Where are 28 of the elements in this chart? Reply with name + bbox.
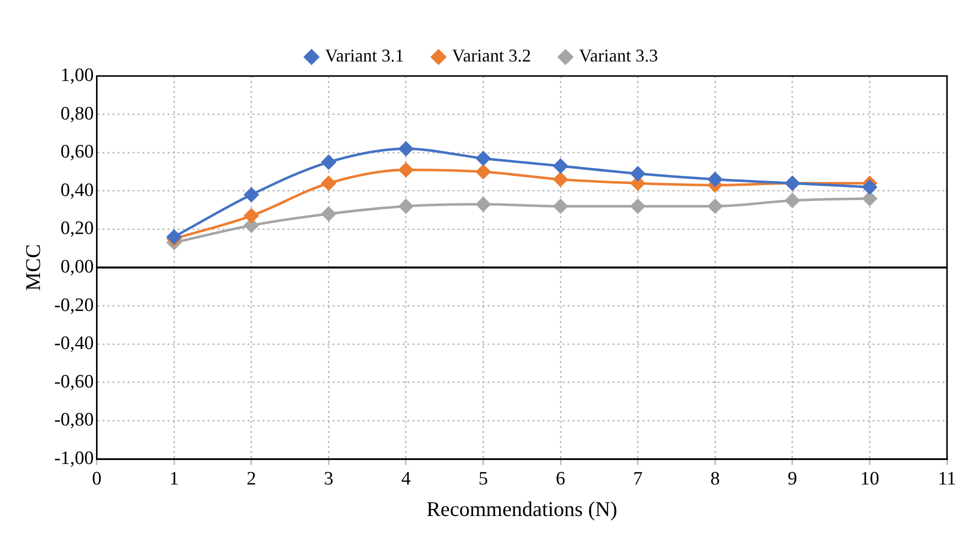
y-tick-label: -1,00: [54, 448, 94, 469]
x-tick-label: 4: [401, 468, 412, 490]
y-tick-label: 0,80: [60, 103, 94, 124]
legend-label: Variant 3.3: [578, 46, 658, 66]
y-tick-label: -0,60: [54, 371, 94, 392]
y-tick-label: -0,80: [54, 410, 94, 431]
y-tick-label: 0,40: [60, 180, 94, 201]
x-tick-label: 9: [788, 468, 798, 490]
y-tick-label: -0,40: [54, 333, 94, 354]
y-tick-label: -0,20: [54, 294, 94, 316]
x-tick-label: 11: [938, 468, 956, 490]
x-tick-label: 10: [860, 468, 880, 490]
x-tick-label: 3: [324, 468, 334, 490]
legend-label: Variant 3.1: [325, 46, 404, 66]
y-tick-label: 0,00: [60, 256, 94, 278]
y-tick-label: 0,60: [60, 142, 94, 163]
x-tick-label: 5: [478, 468, 488, 490]
x-tick-label: 7: [633, 468, 643, 490]
x-tick-label: 2: [246, 468, 256, 490]
y-axis-title: MCC: [21, 244, 46, 291]
x-tick-label: 1: [169, 468, 179, 490]
x-tick-label: 8: [710, 468, 720, 490]
legend-label: Variant 3.2: [452, 46, 531, 66]
x-tick-label: 6: [556, 468, 566, 490]
x-tick-label: 0: [92, 468, 102, 490]
y-tick-label: 1,00: [60, 64, 94, 86]
x-axis-title: Recommendations (N): [426, 496, 618, 521]
y-tick-label: 0,20: [60, 218, 94, 240]
